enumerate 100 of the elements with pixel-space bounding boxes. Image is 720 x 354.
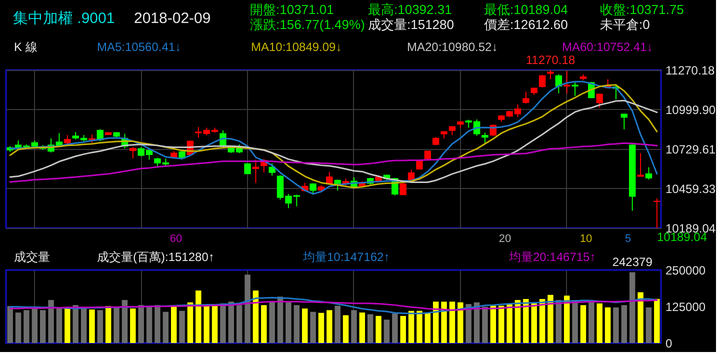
candlestick	[637, 152, 644, 177]
bar	[490, 306, 496, 343]
bar	[64, 308, 70, 343]
bar	[114, 307, 120, 343]
bar	[302, 308, 308, 343]
bar	[466, 304, 472, 343]
candlestick	[326, 171, 333, 185]
y-tick-label: 10999.90	[666, 103, 716, 117]
text: 價差:12612.60	[484, 17, 568, 32]
bar	[24, 310, 30, 343]
text: 均量10:147162↑	[302, 250, 390, 264]
bar	[261, 305, 267, 343]
y-tick-label: 125000	[666, 300, 706, 314]
bar	[416, 310, 422, 343]
bar	[654, 298, 660, 343]
bar	[621, 305, 628, 343]
text: 收盤:10371.75	[600, 2, 684, 17]
bar	[482, 306, 488, 343]
bar	[277, 296, 284, 343]
bar	[89, 309, 95, 343]
data-label: 242379	[612, 255, 653, 270]
bar	[548, 294, 554, 343]
bar	[424, 312, 431, 343]
candlestick	[268, 162, 276, 176]
bar	[326, 310, 332, 343]
bar	[244, 274, 250, 343]
text: 成交量:151280	[368, 17, 454, 32]
bar	[523, 298, 529, 343]
text: 最低:10189.04	[484, 2, 568, 17]
bar	[613, 307, 619, 343]
bar	[596, 303, 602, 343]
bar	[97, 310, 104, 343]
bar	[564, 296, 570, 343]
bar	[629, 272, 636, 343]
text: 20	[498, 233, 512, 245]
candlestick	[130, 146, 136, 160]
bar	[236, 305, 242, 343]
text: 最高:10392.31	[368, 2, 452, 17]
bar	[170, 306, 177, 343]
bar	[7, 306, 13, 343]
chart-title: 集中加權 .9001	[13, 10, 115, 27]
bar	[32, 308, 38, 343]
bar	[146, 306, 152, 343]
bar	[376, 316, 382, 343]
bar	[48, 300, 54, 343]
text: 開盤:10371.01	[250, 2, 334, 17]
bar	[531, 303, 537, 343]
bar	[351, 310, 357, 343]
bar	[286, 302, 292, 343]
text: 5	[624, 233, 632, 245]
y-tick-label: 10459.33	[666, 182, 716, 196]
bar	[56, 308, 62, 343]
bar	[179, 310, 185, 343]
bar	[138, 305, 144, 343]
bar	[384, 320, 390, 343]
line-series	[9, 296, 658, 314]
bar	[498, 306, 504, 343]
bar	[506, 304, 512, 343]
bar	[638, 292, 644, 343]
line-series	[9, 299, 658, 311]
bar	[646, 307, 652, 343]
bar	[441, 302, 447, 343]
text: MA5:10560.41↓	[97, 40, 182, 54]
bar	[367, 314, 374, 343]
text: 60	[170, 233, 182, 245]
candlestick	[596, 93, 603, 108]
candlestick	[563, 70, 570, 94]
y-tick-label: 10729.61	[666, 142, 716, 156]
bar	[400, 316, 406, 343]
bar	[580, 305, 586, 343]
bar	[105, 306, 112, 343]
text: MA10:10849.09↓	[251, 40, 342, 54]
bar	[310, 312, 316, 343]
bar	[80, 308, 87, 343]
bar	[318, 312, 324, 343]
bar	[449, 302, 456, 343]
bar	[212, 306, 218, 343]
bar	[408, 310, 414, 343]
y-tick-label: 0	[666, 336, 672, 350]
bar	[130, 308, 136, 343]
bar	[392, 314, 398, 343]
candlestick	[620, 113, 628, 130]
bar	[196, 290, 202, 343]
bar	[269, 301, 275, 343]
bar	[228, 302, 234, 343]
line-series	[9, 100, 658, 184]
bar	[588, 302, 594, 343]
bar	[359, 312, 366, 343]
candlestick	[538, 74, 546, 88]
candlestick	[645, 166, 652, 180]
candlestick	[572, 82, 578, 96]
bar	[334, 306, 340, 343]
text: 成交量	[14, 250, 50, 264]
text: 10	[580, 233, 592, 245]
bar	[252, 290, 259, 343]
annotation: 11270.18	[526, 53, 576, 67]
text: 未平倉:0	[600, 17, 650, 32]
chart-subtitle: 2018-02-09	[134, 10, 211, 27]
text: K 線	[14, 40, 38, 54]
bar	[162, 312, 169, 343]
